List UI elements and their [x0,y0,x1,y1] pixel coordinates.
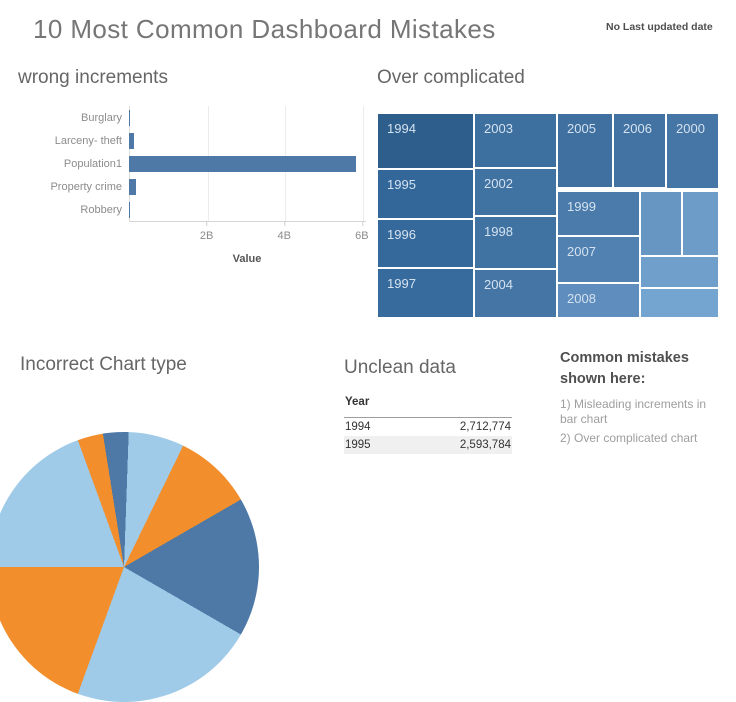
bar-plot-row [129,198,365,221]
treemap-cell-label: 1996 [378,220,473,242]
notes-panel: Common mistakes shown here: 1) Misleadin… [560,348,732,446]
table-row[interactable]: 1995 2,593,784 [344,436,512,454]
treemap-cell-label: 1999 [558,192,639,214]
treemap-cell[interactable]: 1998 [474,216,557,269]
note-item: 1) Misleading increments in bar chart [560,397,718,428]
treemap-cell-label: 1997 [378,269,473,291]
bar-row: Larceny- theft [8,129,368,152]
treemap-cell[interactable]: 2006 [613,113,666,188]
bar-mark[interactable] [129,156,356,172]
bar-plot-row [129,175,365,198]
axis-tick-label: 4B [278,230,291,242]
treemap-cell-label: 2006 [614,114,665,136]
bar-mark[interactable] [129,133,134,149]
table-row[interactable]: 1994 2,712,774 [344,418,512,436]
treemap-cell[interactable]: 2008 [557,283,640,318]
treemap-cell[interactable]: 2004 [474,269,557,318]
bar-chart-rows: Burglary Larceny- theft Population1 Propert… [8,106,368,221]
treemap-title: Over complicated [377,65,525,91]
x-axis-title: Value [129,253,365,265]
category-label: Larceny- theft [8,135,129,147]
category-label: Property crime [8,181,129,193]
treemap-cell[interactable]: 1999 [557,191,640,236]
treemap-cell-label: 2007 [558,237,639,259]
bar-plot-row [129,106,365,129]
bar-mark[interactable] [129,110,130,126]
treemap-cell[interactable] [682,191,719,256]
pie-chart[interactable] [0,432,259,702]
table-column-header: Year [344,394,512,418]
pie-chart-title: Incorrect Chart type [20,352,195,378]
bar-row: Property crime [8,175,368,198]
notes-list: 1) Misleading increments in bar chart 2) … [560,397,718,446]
last-updated-note: No Last updated date [606,20,716,36]
bar-chart-ticks: 2B 4B 6B [129,221,365,241]
bar-row: Robbery [8,198,368,221]
category-label: Burglary [8,112,129,124]
treemap-cell-label: 1995 [378,170,473,192]
bar-plot-row [129,129,365,152]
treemap-cell[interactable] [640,256,719,288]
treemap-cell[interactable]: 2000 [666,113,719,189]
treemap-cell-label: 2000 [667,114,718,136]
table-cell-value: 2,712,774 [460,421,511,433]
bar-plot-row [129,152,365,175]
note-item: 2) Over complicated chart [560,431,718,446]
axis-tick-label: 6B [355,230,368,242]
bar-chart: Burglary Larceny- theft Population1 Propert… [8,106,368,221]
category-label: Robbery [8,204,129,216]
axis-tick-label: 2B [200,230,213,242]
table-cell-year: 1994 [345,421,371,433]
bar-row: Population1 [8,152,368,175]
treemap-cell[interactable]: 2003 [474,113,557,168]
treemap-cell[interactable]: 1995 [377,169,474,219]
treemap-cell[interactable]: 1997 [377,268,474,318]
category-label: Population1 [8,158,129,170]
treemap-cell-label: 1994 [378,114,473,136]
treemap-cell-label: 2003 [475,114,556,136]
dashboard-title: 10 Most Common Dashboard Mistakes [33,14,496,45]
table-title: Unclean data [344,355,456,381]
notes-heading: Common mistakes shown here: [560,348,712,390]
table-cell-value: 2,593,784 [460,439,511,451]
data-table-body: 1994 2,712,774 1995 2,593,784 [344,418,512,454]
treemap-cell-label: 2002 [475,169,556,191]
treemap-cell[interactable]: 2005 [557,113,613,188]
treemap-cell-label: 1998 [475,217,556,239]
treemap-cell[interactable] [640,288,719,318]
treemap-cell[interactable]: 2002 [474,168,557,216]
treemap-cell[interactable]: 2007 [557,236,640,283]
treemap-cell[interactable]: 1996 [377,219,474,268]
treemap-cell-label: 2005 [558,114,612,136]
data-table: Year 1994 2,712,774 1995 2,593,784 [344,394,512,454]
bar-chart-title: wrong increments [18,65,168,91]
treemap-cell[interactable]: 1994 [377,113,474,169]
treemap-cell[interactable] [640,191,682,256]
treemap-cell-label: 2008 [558,284,639,306]
bar-mark[interactable] [129,179,136,195]
treemap-cell-label: 2004 [475,270,556,292]
bar-row: Burglary [8,106,368,129]
table-cell-year: 1995 [345,439,371,451]
